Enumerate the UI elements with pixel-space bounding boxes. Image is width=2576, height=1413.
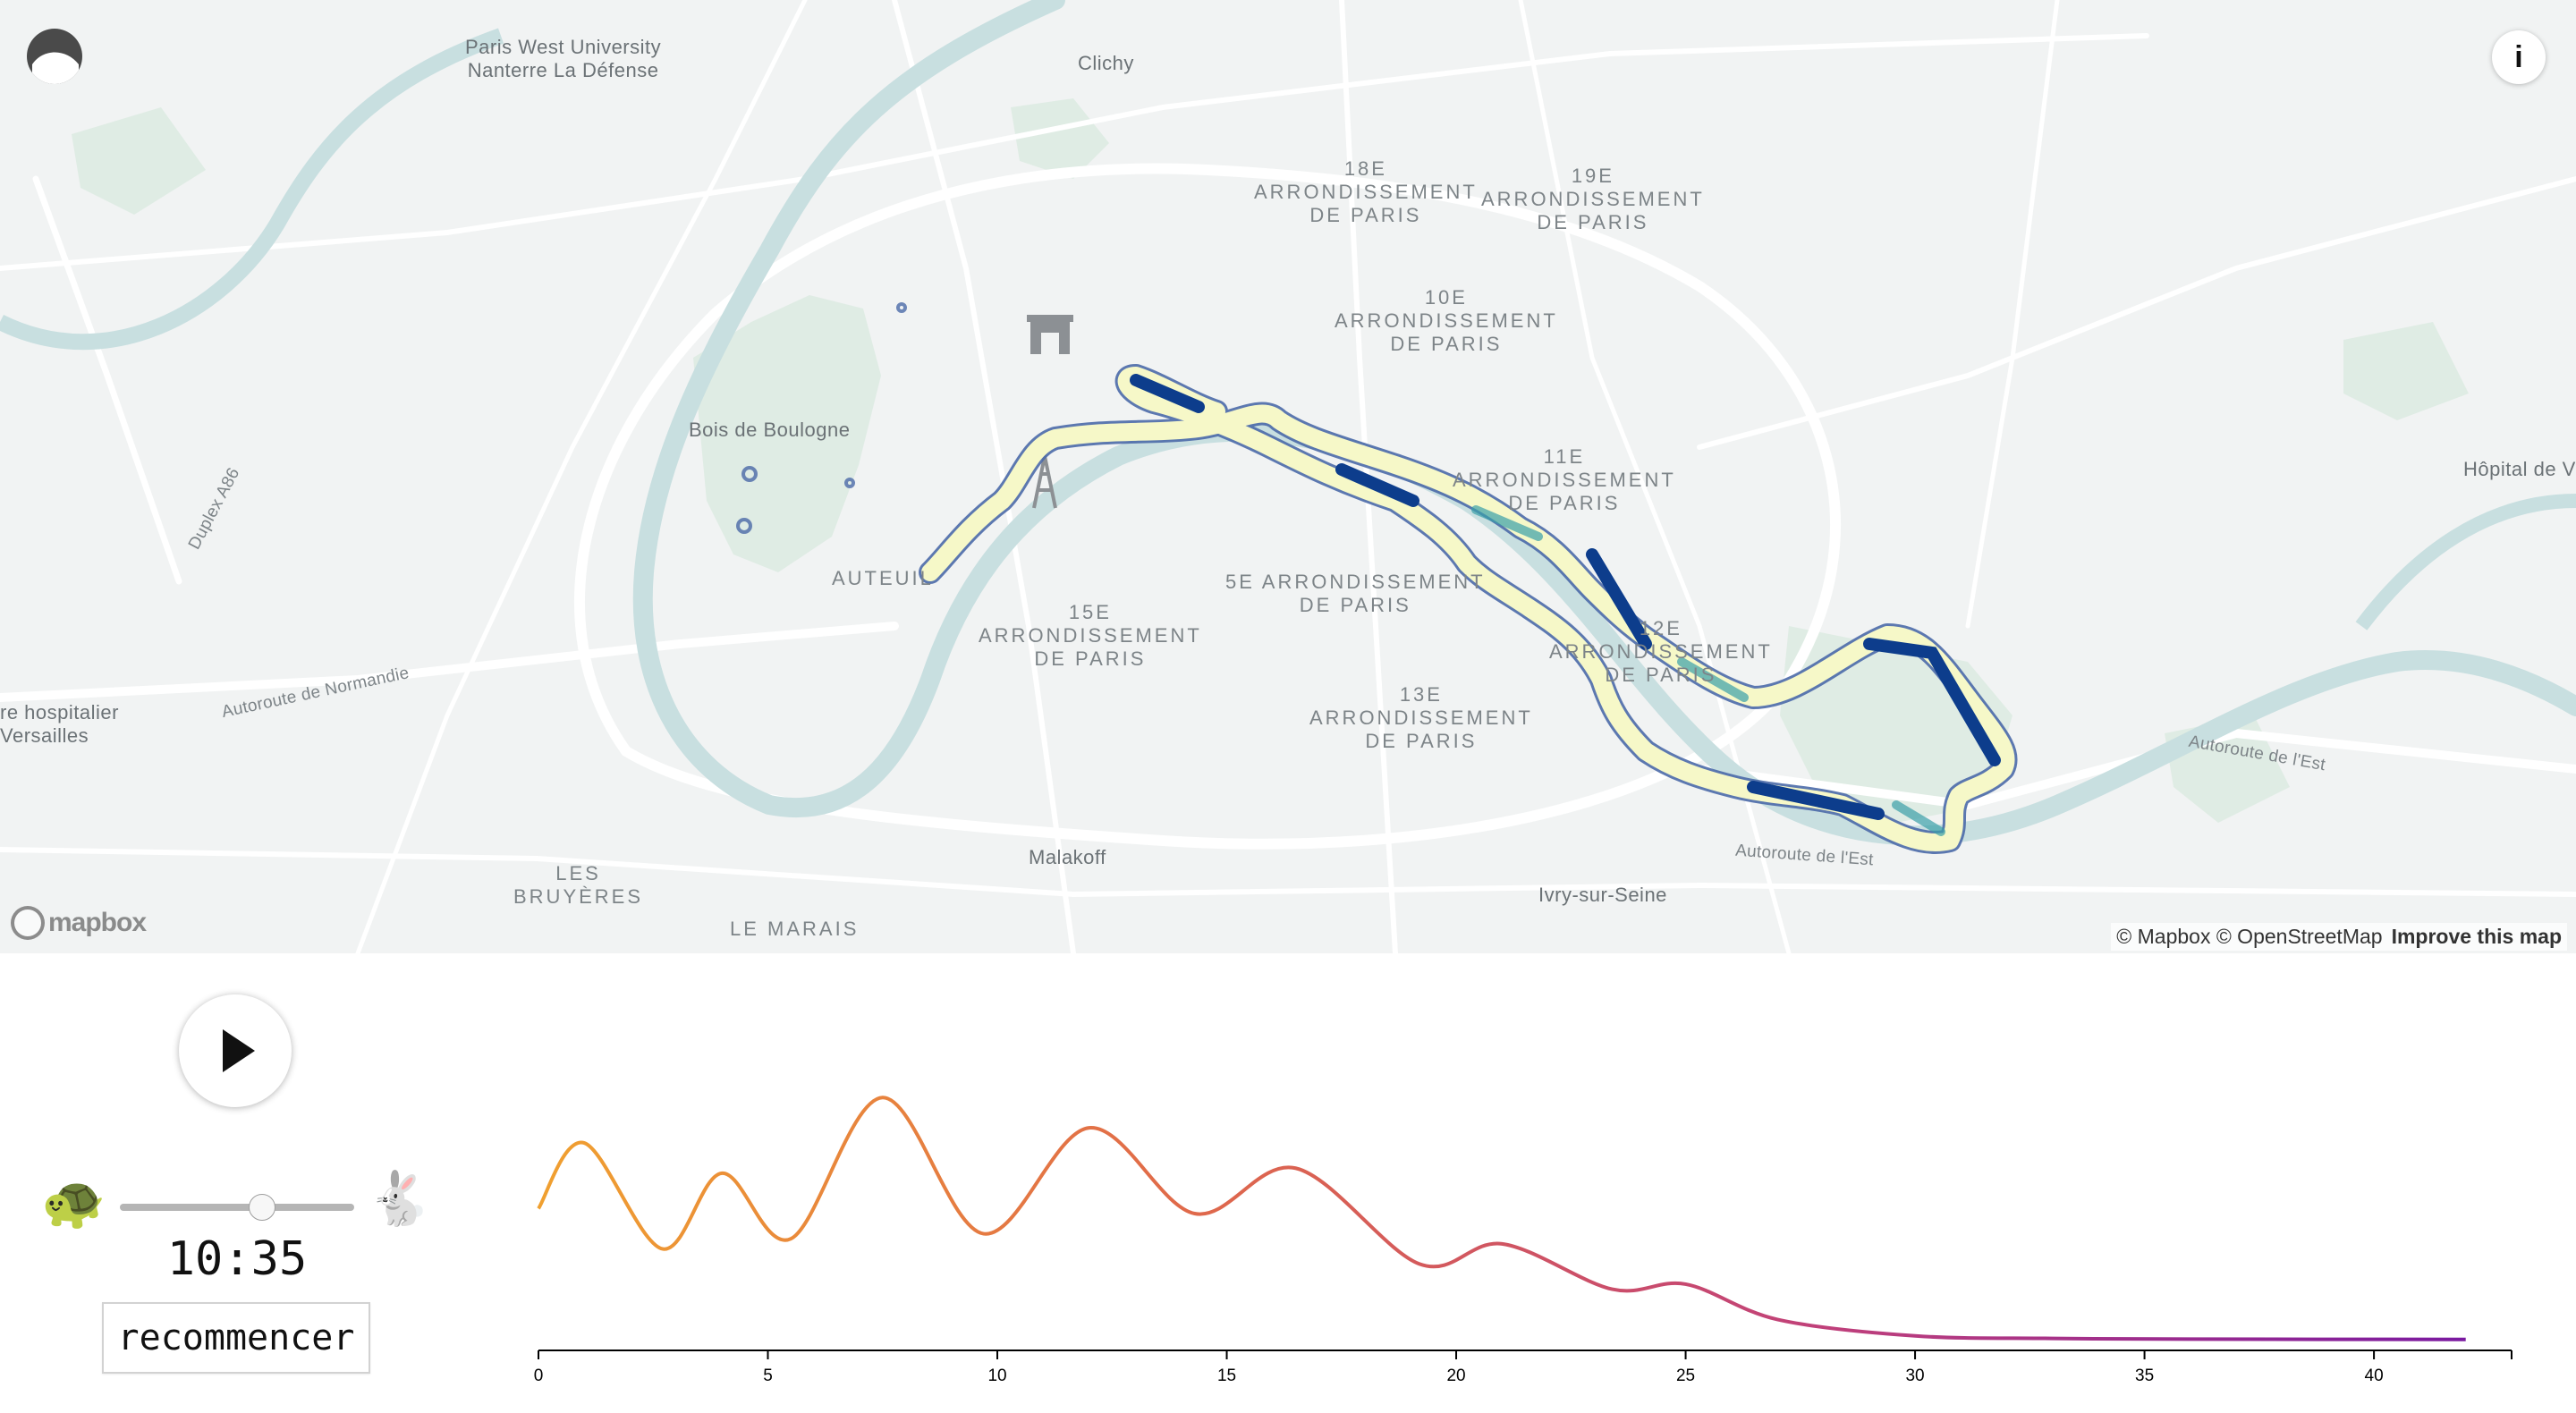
x-tick-label-40: 40 [2365,1366,2384,1385]
density-line [537,1096,2466,1341]
map-label-12e: 12E ARRONDISSEMENT DE PARIS [1549,617,1773,686]
route-scatter-dots [736,302,907,534]
map-label-18e: 18E ARRONDISSEMENT DE PARIS [1254,157,1478,226]
map-label-hospitalier: re hospitalier Versailles [0,701,119,747]
route-density-mid [1471,505,1945,836]
x-tick-label-25: 25 [1676,1366,1695,1385]
seine-river-west [0,28,504,351]
play-button[interactable] [179,994,292,1107]
mapbox-logo-icon [11,906,45,940]
map-label-clichy: Clichy [1078,52,1134,74]
speed-slider-track[interactable] [120,1204,354,1211]
x-tick-label-20: 20 [1446,1366,1465,1385]
map-label-paris-west-university: Paris West University Nanterre La Défense [465,36,662,81]
map-base-layer [0,0,2576,953]
x-tick-label-35: 35 [2135,1366,2154,1385]
route-heatmap [921,367,2015,851]
speed-slider[interactable] [120,1189,354,1225]
app-logo-icon [32,52,79,84]
elapsed-time: 10:35 [166,1232,308,1286]
speed-slider-thumb[interactable] [248,1194,275,1221]
mapbox-logo-text: mapbox [48,908,147,937]
x-axis-ticks: 0 5 10 15 20 25 30 35 40 [534,1350,2512,1385]
map-label-malakoff: Malakoff [1029,846,1106,868]
x-tick-label-30: 30 [1905,1366,1924,1385]
map-label-19e: 19E ARRONDISSEMENT DE PARIS [1481,165,1705,233]
map-label-auteuil: AUTEUIL [832,567,934,589]
x-tick-label-10: 10 [987,1366,1006,1385]
route-density-hotspots [1130,374,2001,820]
map-label-10e: 10E ARRONDISSEMENT DE PARIS [1335,286,1558,355]
map-label-15e: 15E ARRONDISSEMENT DE PARIS [979,601,1202,670]
map-attribution: © Mapbox © OpenStreetMap Improve this map [2111,923,2567,951]
arc-de-triomphe-icon [1027,315,1073,354]
restart-button[interactable]: recommencer [102,1302,370,1374]
map[interactable]: Paris West University Nanterre La Défense… [0,0,2576,953]
improve-map-link[interactable]: Improve this map [2391,925,2562,948]
x-tick-label-5: 5 [763,1366,773,1385]
turtle-icon: 🐢 [41,1173,106,1231]
map-label-ivry: Ivry-sur-Seine [1538,884,1667,906]
seine-river [632,0,2576,846]
map-label-les-bruyeres: LES BRUYÈRES [513,862,644,908]
density-chart: 0 5 10 15 20 25 30 35 40 [534,1096,2512,1385]
info-button[interactable]: i [2492,30,2546,84]
x-tick-label-0: 0 [534,1366,544,1385]
map-label-hopital: Hôpital de Vi [2463,458,2576,480]
play-icon [223,1029,255,1072]
map-label-le-marais: LE MARAIS [730,918,860,940]
rabbit-icon: 🐇 [367,1170,432,1228]
marne-river [2355,494,2576,630]
map-label-bois-de-boulogne: Bois de Boulogne [689,419,851,441]
map-label-13e: 13E ARRONDISSEMENT DE PARIS [1309,683,1533,752]
mapbox-logo[interactable]: mapbox [11,903,147,943]
app-logo[interactable] [27,29,82,84]
map-label-5e: 5E ARRONDISSEMENT DE PARIS [1225,571,1486,616]
roads [0,0,2576,953]
x-tick-label-15: 15 [1217,1366,1236,1385]
attribution-text[interactable]: © Mapbox © OpenStreetMap [2116,925,2383,948]
map-label-11e: 11E ARRONDISSEMENT DE PARIS [1453,445,1676,514]
